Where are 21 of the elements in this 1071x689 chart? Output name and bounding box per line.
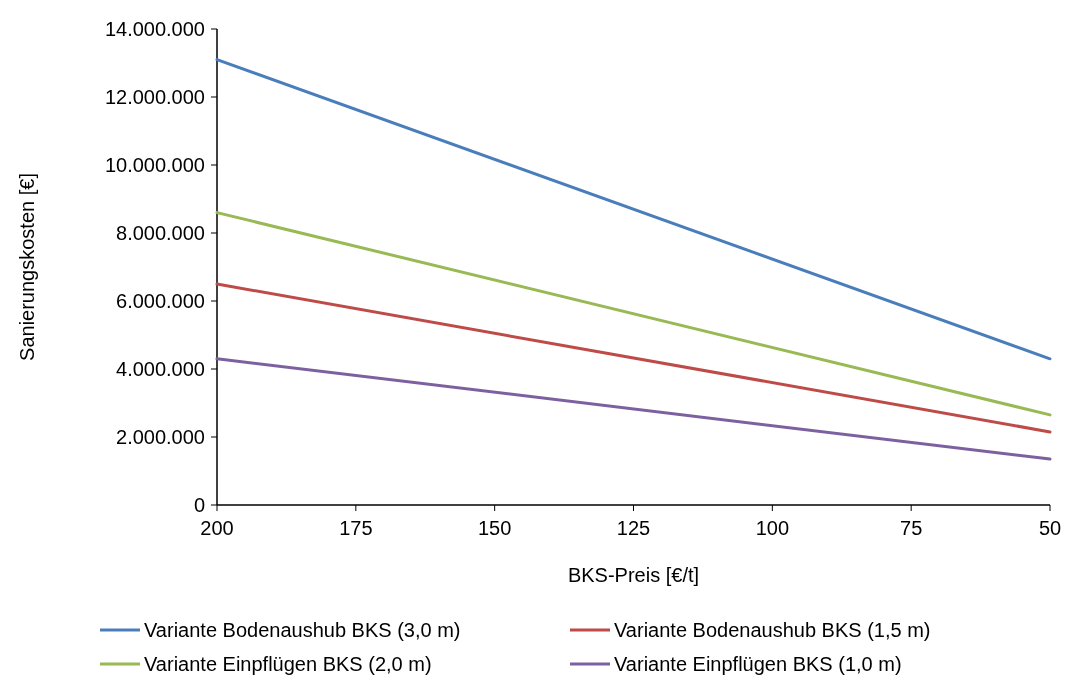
y-tick-label: 8.000.000 — [116, 222, 205, 244]
x-tick-label: 200 — [200, 517, 234, 539]
x-tick-label: 50 — [1038, 517, 1062, 539]
x-tick-label: 75 — [900, 517, 923, 539]
legend-label: Variante Bodenaushub BKS (3,0 m) — [144, 619, 461, 641]
y-axis-title: Sanierungskosten [€] — [16, 173, 38, 361]
y-tick-label: 12.000.000 — [104, 86, 205, 108]
x-axis-title: BKS-Preis [€/t] — [567, 564, 700, 586]
x-tick-label: 150 — [477, 517, 512, 539]
y-tick-label: 14.000.000 — [104, 18, 205, 40]
x-tick-label: 175 — [339, 517, 373, 539]
x-tick-label: 100 — [755, 517, 790, 539]
y-tick-label: 6.000.000 — [116, 290, 205, 312]
y-tick-label: 4.000.000 — [116, 358, 205, 380]
legend-label: Variante Einpflügen BKS (1,0 m) — [614, 653, 902, 675]
legend-label: Variante Einpflügen BKS (2,0 m) — [144, 653, 432, 675]
y-tick-label: 2.000.000 — [116, 426, 205, 448]
y-tick-label: 0 — [193, 494, 205, 516]
x-tick-label: 125 — [616, 517, 651, 539]
legend-label: Variante Bodenaushub BKS (1,5 m) — [614, 619, 931, 641]
y-tick-label: 10.000.000 — [104, 154, 205, 176]
